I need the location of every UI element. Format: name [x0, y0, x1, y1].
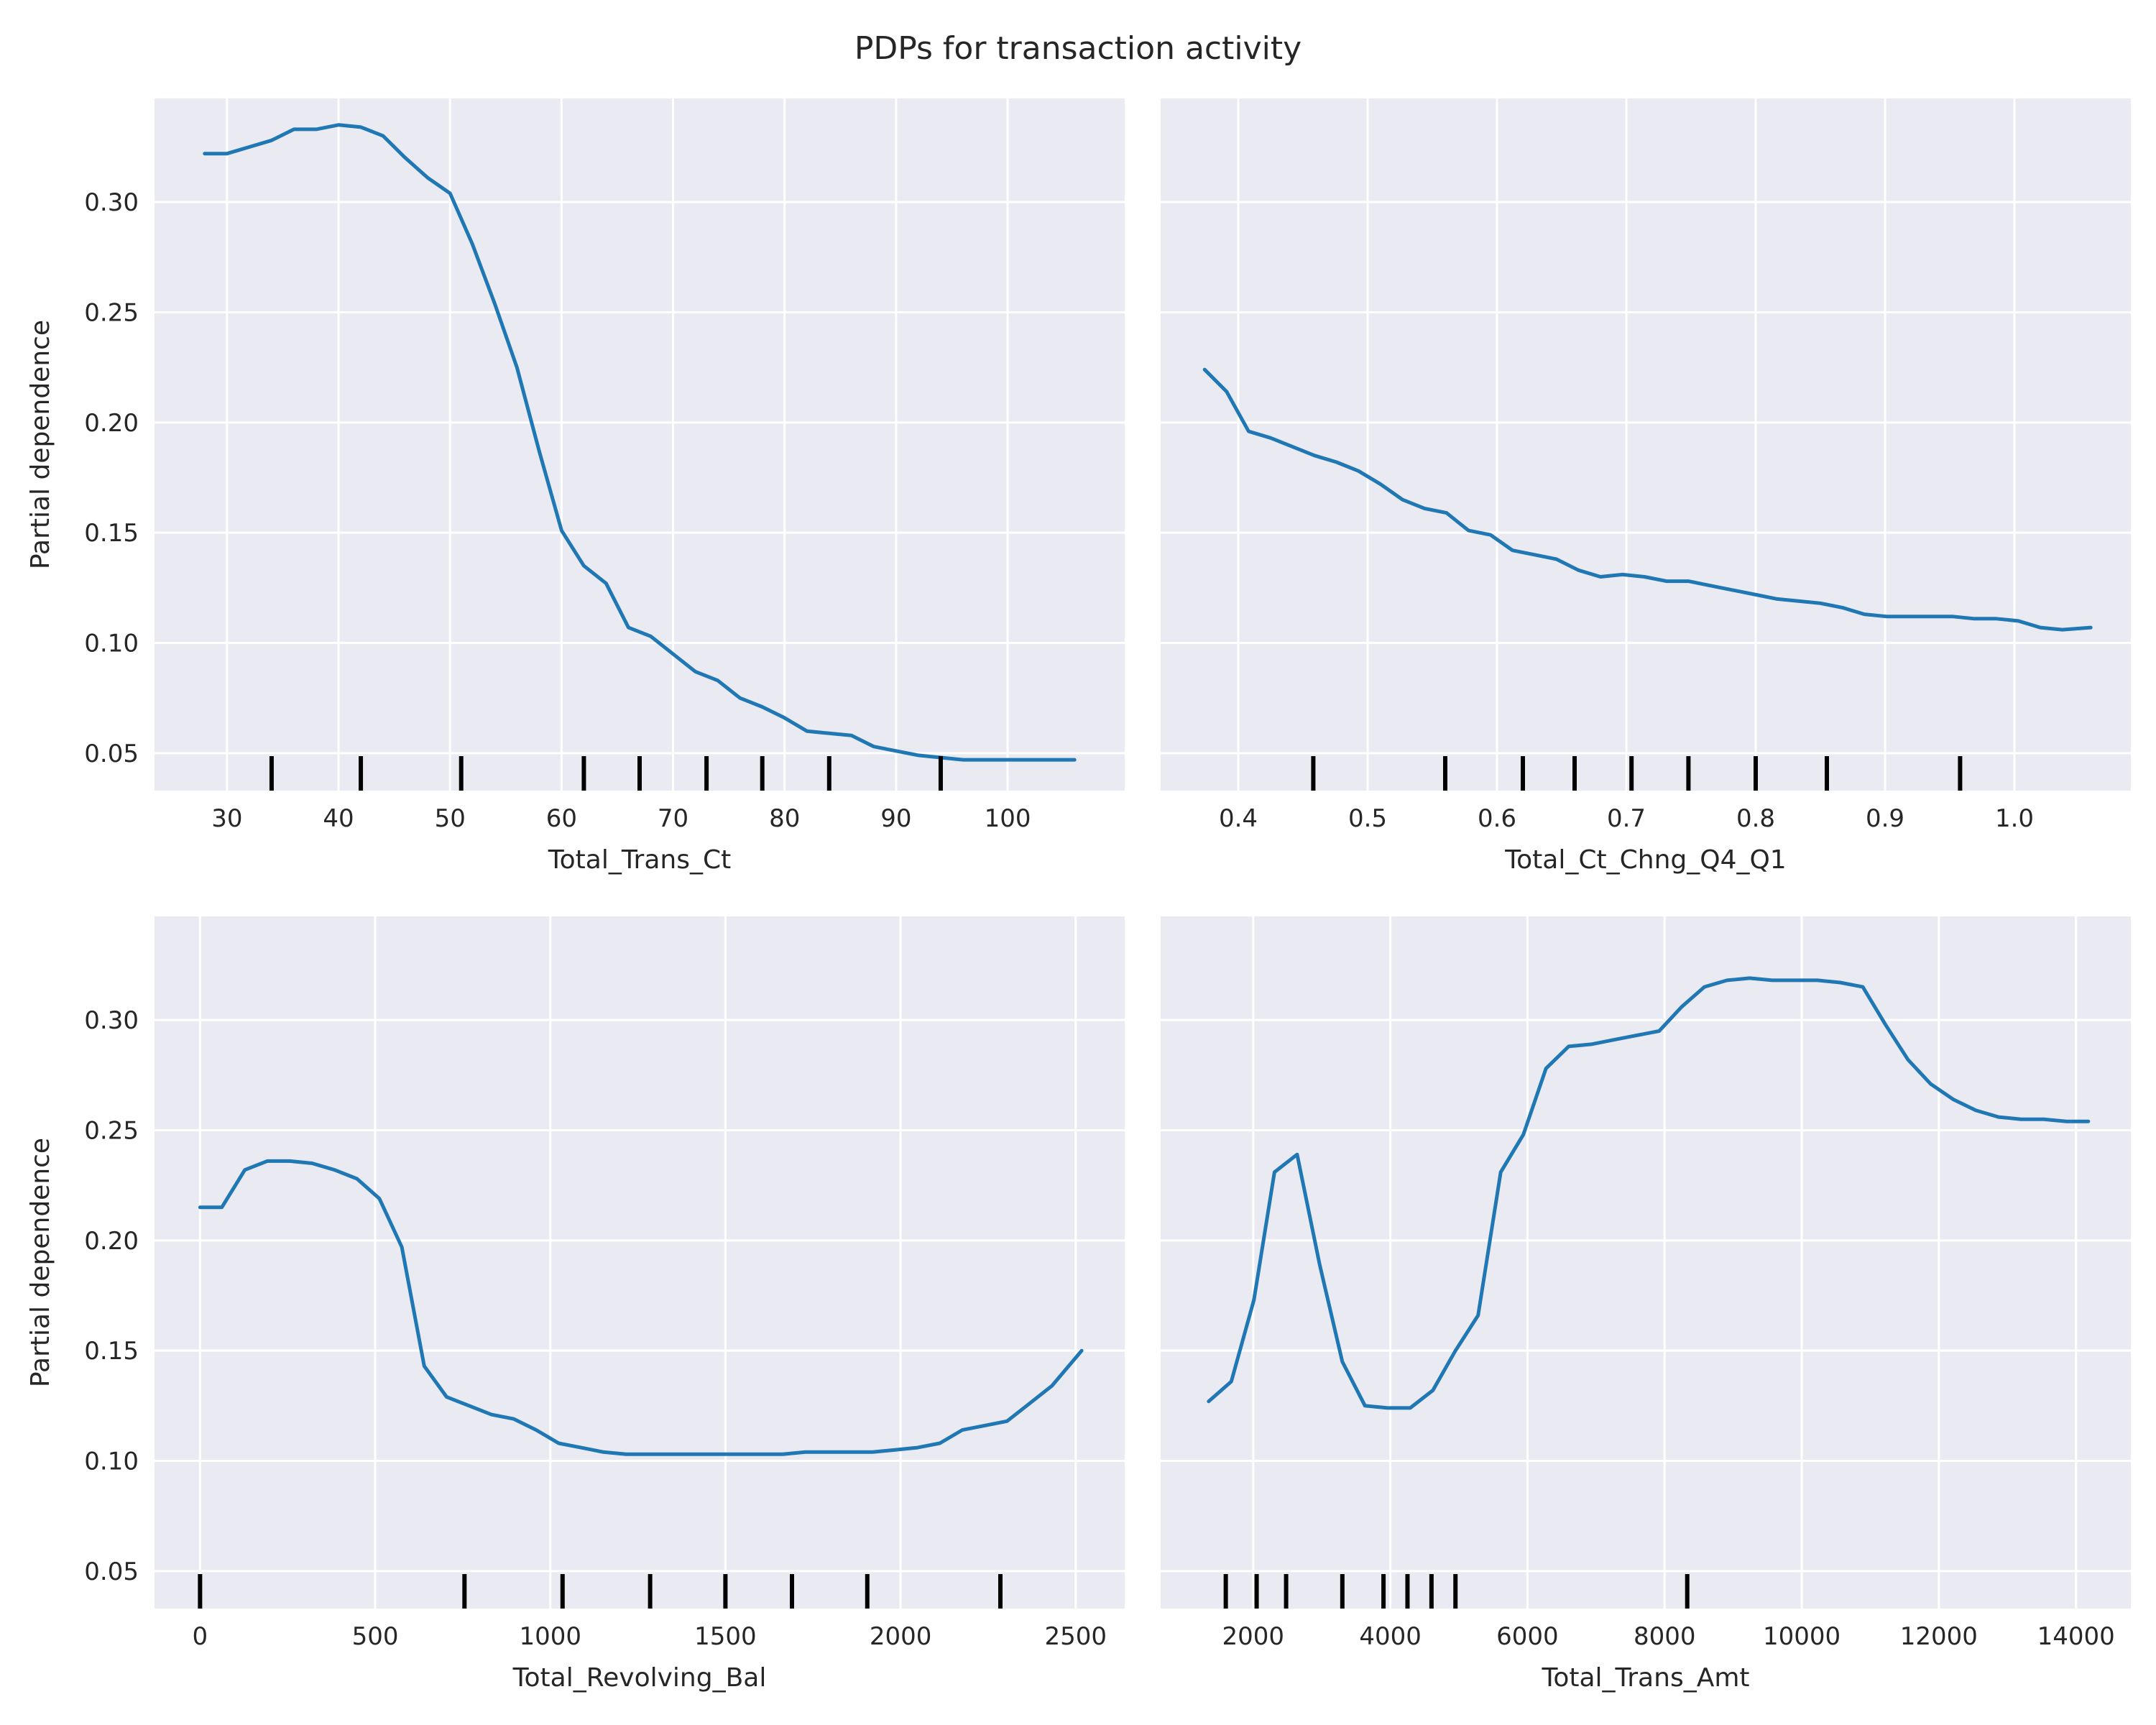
x-tick-label: 12000 — [1900, 1622, 1978, 1651]
x-tick-label: 1500 — [694, 1622, 757, 1651]
x-tick-label: 1.0 — [1995, 804, 2034, 833]
pdp-panel-4: 2000 4000 6000 8000 10000 12000 14000 Total_Tra… — [1161, 916, 2131, 1693]
x-tick-label: 30 — [211, 804, 242, 833]
x-tick-label: 0.9 — [1866, 804, 1904, 833]
x-tick-label: 40 — [323, 804, 354, 833]
plot-area — [1161, 98, 2131, 791]
y-tick-label: 0.15 — [84, 519, 139, 548]
y-axis-label: Partial dependence — [26, 1138, 55, 1387]
y-tick-label: 0.25 — [84, 1116, 139, 1145]
pdp-panel-2: 0.4 0.5 0.6 0.7 0.8 0.9 1.0 Total_Ct_Chng_Q4_Q1 — [1161, 98, 2131, 875]
pdp-line — [1202, 367, 2093, 632]
x-tick-label: 80 — [769, 804, 800, 833]
pdp-line — [198, 1159, 1084, 1456]
x-tick-label: 8000 — [1634, 1622, 1696, 1651]
y-tick-label: 0.10 — [84, 1448, 139, 1476]
x-tick-label: 4000 — [1359, 1622, 1422, 1651]
x-tick-label: 0.6 — [1478, 804, 1516, 833]
plot-area — [1161, 916, 2131, 1609]
x-tick-label: 0.7 — [1607, 804, 1646, 833]
y-tick-label: 0.20 — [84, 409, 139, 438]
x-tick-label: 90 — [880, 804, 911, 833]
x-tick-label: 10000 — [1763, 1622, 1841, 1651]
y-tick-label: 0.05 — [84, 1558, 139, 1586]
x-tick-label: 70 — [658, 804, 688, 833]
figure-title: PDPs for transaction activity — [854, 30, 1302, 67]
pdp-panel-3: 0 500 1000 1500 2000 2500 0.05 0.10 0.15 0.20 0.25… — [26, 916, 1125, 1693]
pdp-panel-1: 30 40 50 60 70 80 90 100 0.05 0.10 0.15 0.20 0.25 0.3… — [26, 98, 1125, 875]
x-tick-label: 14000 — [2037, 1622, 2115, 1651]
x-tick-label: 60 — [546, 804, 577, 833]
y-tick-label: 0.10 — [84, 630, 139, 658]
x-axis-label: Total_Ct_Chng_Q4_Q1 — [1504, 845, 1786, 875]
x-tick-label: 50 — [435, 804, 466, 833]
plot-area — [155, 916, 1125, 1609]
pdp-line — [1207, 976, 2091, 1410]
x-axis-label: Total_Trans_Amt — [1541, 1663, 1749, 1693]
x-tick-label: 0 — [193, 1622, 208, 1651]
x-tick-label: 0.8 — [1736, 804, 1775, 833]
y-tick-label: 0.25 — [84, 298, 139, 327]
x-tick-label: 0.5 — [1348, 804, 1387, 833]
x-tick-label: 500 — [352, 1622, 399, 1651]
y-tick-label: 0.05 — [84, 740, 139, 768]
x-tick-label: 2500 — [1045, 1622, 1107, 1651]
x-tick-label: 2000 — [870, 1622, 932, 1651]
x-axis-label: Total_Trans_Ct — [548, 845, 731, 875]
x-tick-label: 1000 — [519, 1622, 581, 1651]
y-tick-label: 0.15 — [84, 1337, 139, 1366]
y-axis-label: Partial dependence — [26, 320, 55, 569]
y-tick-label: 0.30 — [84, 188, 139, 217]
x-axis-label: Total_Revolving_Bal — [512, 1663, 767, 1693]
pdp-panels: 30 40 50 60 70 80 90 100 0.05 0.10 0.15 0.20 0.25 0.3… — [26, 98, 2131, 1693]
plot-area — [155, 98, 1125, 791]
pdp-line — [203, 123, 1077, 762]
y-tick-label: 0.30 — [84, 1006, 139, 1035]
x-tick-label: 6000 — [1496, 1622, 1559, 1651]
x-tick-label: 2000 — [1222, 1622, 1285, 1651]
x-tick-label: 100 — [985, 804, 1031, 833]
y-tick-label: 0.20 — [84, 1227, 139, 1256]
x-tick-label: 0.4 — [1219, 804, 1258, 833]
